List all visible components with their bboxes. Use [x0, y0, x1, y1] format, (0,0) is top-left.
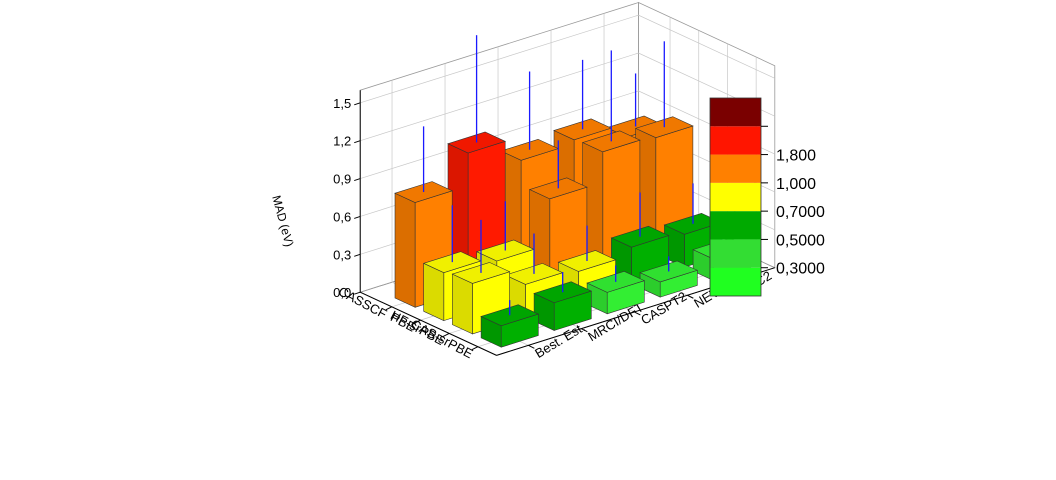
z-tick-label: 0,9 [333, 172, 351, 187]
bar-top-face [528, 177, 588, 200]
z-tick-label: 0,0 [333, 285, 351, 300]
color-scale-label: 1,800 [776, 148, 816, 165]
x-tick [471, 346, 479, 351]
z-grid-line [360, 52, 775, 142]
x-tick [442, 332, 450, 337]
bar [586, 265, 646, 315]
color-scale-label: 0,7000 [776, 204, 825, 221]
z-tick-label: 1,5 [333, 96, 351, 111]
y-tick [634, 311, 641, 316]
bar-top-face [610, 225, 670, 248]
z-tick [354, 102, 361, 106]
color-scale-label: 0,3000 [776, 261, 825, 278]
color-scale-label: 0,5000 [776, 232, 825, 249]
bar-side-face [452, 273, 473, 335]
color-scale-band [710, 98, 761, 127]
y-tick [581, 328, 588, 333]
z-tick [354, 215, 361, 219]
z-tick-label: 0,3 [333, 247, 351, 262]
x-tick [385, 306, 393, 311]
z-axis: 0,0 0,3 0,6 0,9 1,2 1,5 MAD (eV) [269, 90, 361, 300]
z-tick-label: 1,2 [333, 134, 351, 149]
bar-side-face [423, 262, 445, 322]
bar [533, 272, 593, 331]
z-grid-line [360, 14, 775, 104]
bar-top-face [447, 131, 507, 154]
z-tick [354, 253, 361, 257]
color-scale-border [709, 97, 762, 297]
z-tick [354, 291, 361, 295]
color-scale-band [710, 126, 761, 155]
x-tick [414, 319, 421, 324]
y-tick [528, 344, 535, 349]
bar [639, 256, 699, 298]
color-scale-band [710, 154, 761, 183]
bar-side-face [394, 192, 416, 308]
z-axis-title: MAD (eV) [269, 194, 296, 249]
z-tick [354, 140, 361, 144]
x-axis-line [360, 291, 497, 356]
color-scale-band [710, 182, 761, 212]
bar [480, 300, 540, 348]
bar-top-face [533, 281, 593, 304]
color-scale-band [710, 267, 761, 296]
y-tick [687, 294, 694, 299]
z-tick [354, 178, 361, 182]
color-scale-legend: 0,3000 0,5000 0,7000 1,000 1,800 [709, 97, 825, 297]
color-scale-band [710, 239, 761, 268]
bar-top-face [480, 304, 540, 327]
color-scale-label: 1,000 [776, 176, 816, 193]
color-scale-band [710, 211, 761, 240]
bar-top-face [581, 130, 641, 153]
z-tick-label: 0,6 [333, 209, 351, 224]
bar-top-face [586, 271, 646, 293]
